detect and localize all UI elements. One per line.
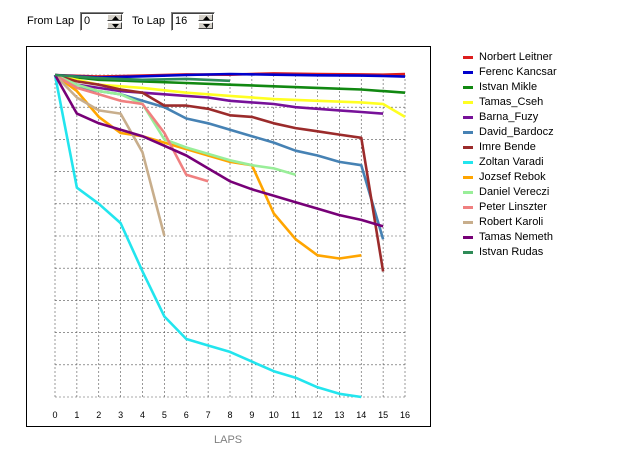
x-tick-label: 2 (96, 410, 101, 420)
x-tick-label: 4 (140, 410, 145, 420)
x-tick-label: 9 (249, 410, 254, 420)
to-lap-spinner[interactable] (171, 12, 215, 31)
arrow-up-icon (112, 16, 119, 20)
x-tick-label: 14 (356, 410, 366, 420)
from-lap-input[interactable] (84, 15, 108, 27)
x-tick-label: 7 (206, 410, 211, 420)
x-tick-label: 5 (162, 410, 167, 420)
x-tick-label: 3 (118, 410, 123, 420)
legend-label: Zoltan Varadi (479, 156, 544, 168)
legend-swatch (463, 146, 473, 149)
legend-label: Istvan Rudas (479, 246, 544, 258)
series-line (54, 74, 166, 237)
legend-label: Peter Linszter (479, 201, 547, 213)
to-lap-up-button[interactable] (198, 14, 213, 21)
legend-swatch (463, 251, 473, 254)
legend-swatch (463, 191, 473, 194)
from-lap-label: From Lap (27, 15, 75, 27)
legend-swatch (463, 116, 473, 119)
legend-label: Jozsef Rebok (479, 171, 546, 183)
legend-label: Robert Karoli (479, 216, 544, 228)
legend-label: Tamas Nemeth (479, 231, 553, 243)
from-lap-up-button[interactable] (107, 14, 122, 21)
arrow-down-icon (112, 24, 119, 28)
legend-label: Daniel Vereczi (479, 186, 550, 198)
lap-chart-frame: 0 1 2 3 4 5 6 7 8 9 10 11 12 13 14 15 16 (26, 46, 431, 427)
x-tick-label: 12 (312, 410, 322, 420)
series-line (53, 74, 362, 399)
series-line (54, 73, 231, 83)
series-line (54, 72, 406, 79)
series-line (54, 73, 385, 272)
legend-label: Norbert Leitner (479, 51, 553, 63)
legend-swatch (463, 71, 473, 74)
x-tick-label: 8 (227, 410, 232, 420)
from-lap-spinner[interactable] (80, 12, 124, 31)
series-line (54, 73, 406, 94)
x-tick-label: 16 (400, 410, 410, 420)
x-tick-label: 1 (74, 410, 79, 420)
legend-label: Ferenc Kancsar (479, 66, 557, 78)
legend-swatch (463, 131, 473, 134)
legend-label: Istvan Mikle (479, 81, 538, 93)
series-line (54, 73, 406, 119)
legend-swatch (463, 86, 473, 89)
series-line (54, 73, 209, 183)
legend-swatch (463, 206, 473, 209)
series-line (54, 73, 362, 260)
legend-swatch (463, 161, 473, 164)
to-lap-down-button[interactable] (198, 22, 213, 29)
series-line (54, 73, 296, 177)
legend-label: Tamas_Cseh (479, 96, 544, 108)
legend-label: Imre Bende (479, 141, 536, 153)
to-lap-label: To Lap (132, 15, 166, 27)
series-line (54, 73, 384, 115)
from-lap-down-button[interactable] (107, 22, 122, 29)
x-tick-label: 6 (184, 410, 189, 420)
legend-label: David_Bardocz (479, 126, 554, 138)
legend-swatch (463, 101, 473, 104)
to-lap-input[interactable] (175, 15, 199, 27)
legend-swatch (463, 176, 473, 179)
arrow-down-icon (203, 24, 210, 28)
series-line (53, 74, 384, 228)
x-tick-label: 11 (291, 410, 300, 420)
legend-swatch (463, 221, 473, 224)
legend-label: Barna_Fuzy (479, 111, 539, 123)
arrow-up-icon (203, 16, 210, 20)
x-tick-label: 10 (269, 410, 279, 420)
x-tick-label: 0 (52, 410, 57, 420)
x-axis-label: LAPS (214, 434, 243, 446)
x-tick-label: 15 (378, 410, 388, 420)
legend-swatch (463, 56, 473, 59)
lap-chart: 0 1 2 3 4 5 6 7 8 9 10 11 12 13 14 15 16 (52, 72, 410, 420)
x-tick-label: 13 (334, 410, 344, 420)
legend-swatch (463, 236, 473, 239)
